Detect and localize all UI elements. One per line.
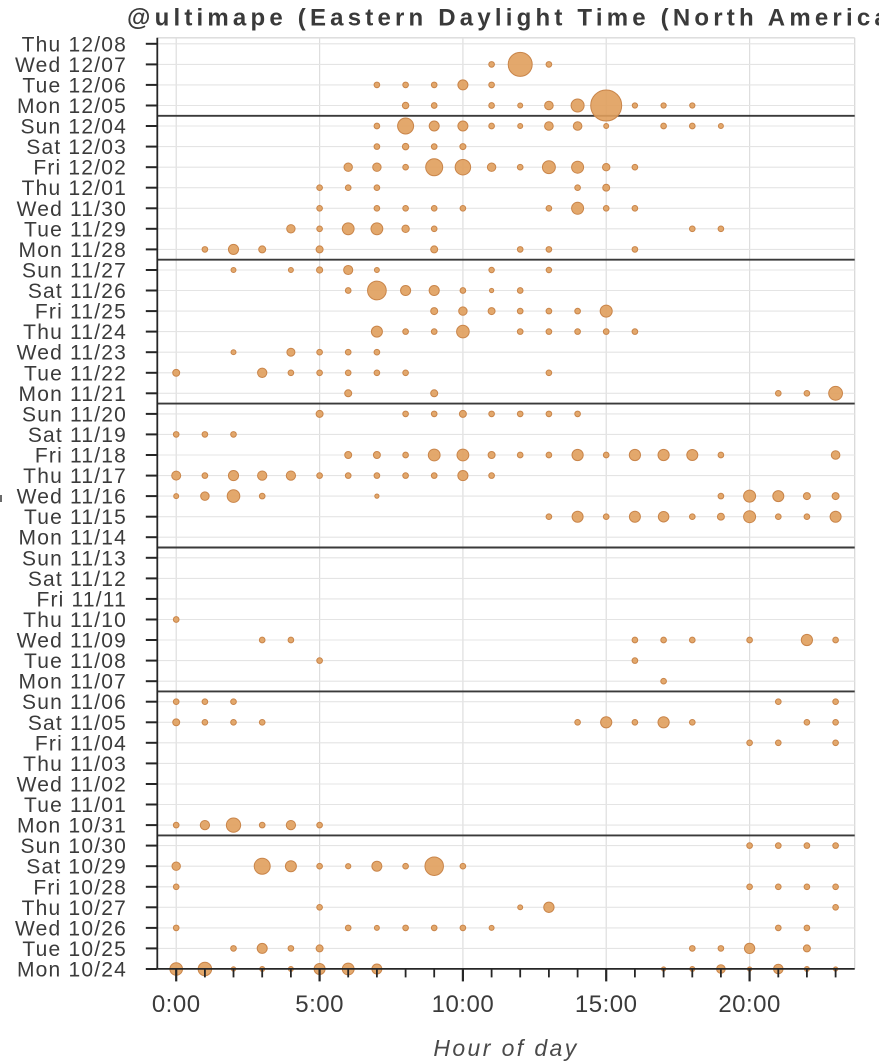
svg-text:Hour of day: Hour of day — [433, 1035, 578, 1061]
svg-text:Sat 11/26: Sat 11/26 — [28, 280, 127, 303]
svg-text:Thu 11/24: Thu 11/24 — [23, 321, 127, 344]
svg-text:5:00: 5:00 — [295, 991, 344, 1018]
svg-text:@ultimape (Eastern Daylight Ti: @ultimape (Eastern Daylight Time (North … — [127, 5, 879, 32]
svg-text:Sat 11/19: Sat 11/19 — [28, 424, 127, 447]
svg-text:Thu 12/08: Thu 12/08 — [22, 33, 127, 56]
svg-text:Wed 12/07: Wed 12/07 — [15, 54, 127, 77]
svg-text:Wed 11/02: Wed 11/02 — [17, 774, 127, 797]
svg-text:Wed 11/30: Wed 11/30 — [17, 198, 127, 221]
svg-text:Fri 11/25: Fri 11/25 — [35, 301, 127, 324]
svg-text:Mon 11/14: Mon 11/14 — [19, 527, 127, 550]
svg-text:Mon 12/05: Mon 12/05 — [17, 95, 127, 118]
svg-text:10:00: 10:00 — [432, 991, 495, 1018]
svg-text:Thu 11/17: Thu 11/17 — [23, 465, 127, 488]
svg-text:Fri 11/04: Fri 11/04 — [35, 732, 127, 755]
svg-text:Sun 10/30: Sun 10/30 — [20, 835, 127, 858]
svg-text:Sun 11/27: Sun 11/27 — [22, 260, 127, 283]
svg-text:15:00: 15:00 — [575, 991, 638, 1018]
svg-text:Sun 12/04: Sun 12/04 — [20, 116, 127, 139]
svg-text:Thu 10/27: Thu 10/27 — [22, 897, 127, 920]
svg-text:Fri 11/18: Fri 11/18 — [35, 445, 127, 468]
svg-text:Mon 11/28: Mon 11/28 — [19, 239, 127, 262]
svg-text:Thu 12/01: Thu 12/01 — [22, 177, 127, 200]
svg-text:Fri 11/11: Fri 11/11 — [36, 588, 127, 611]
svg-text:Tue 11/08: Tue 11/08 — [24, 650, 127, 673]
svg-text:Tue 10/25: Tue 10/25 — [22, 938, 127, 961]
svg-text:Wed 11/09: Wed 11/09 — [17, 630, 127, 653]
svg-text:Thu 11/10: Thu 11/10 — [23, 609, 127, 632]
svg-text:Mon 10/24: Mon 10/24 — [17, 959, 127, 982]
svg-text:Wed 11/16: Wed 11/16 — [17, 486, 127, 509]
svg-text:Sat 11/05: Sat 11/05 — [28, 712, 127, 735]
svg-text:0:00: 0:00 — [152, 991, 201, 1018]
svg-text:Wed 10/26: Wed 10/26 — [15, 917, 127, 940]
svg-text:Fri 10/28: Fri 10/28 — [33, 876, 127, 899]
svg-text:Sun 11/13: Sun 11/13 — [22, 547, 127, 570]
svg-text:Tue 11/01: Tue 11/01 — [24, 794, 127, 817]
svg-text:20:00: 20:00 — [718, 991, 781, 1018]
svg-text:Wed 11/23: Wed 11/23 — [17, 342, 127, 365]
svg-text:Sat 12/03: Sat 12/03 — [26, 136, 127, 159]
svg-text:Mon 11/21: Mon 11/21 — [19, 383, 127, 406]
svg-text:Tue 11/15: Tue 11/15 — [24, 506, 127, 529]
svg-text:Mon 10/31: Mon 10/31 — [17, 815, 127, 838]
svg-text:Tue 11/22: Tue 11/22 — [24, 362, 127, 385]
svg-text:Mon 11/07: Mon 11/07 — [19, 671, 127, 694]
svg-text:Fri 12/02: Fri 12/02 — [33, 157, 127, 180]
svg-text:Sat 11/12: Sat 11/12 — [28, 568, 127, 591]
svg-text:Thu 11/03: Thu 11/03 — [23, 753, 127, 776]
svg-text:Tue 12/06: Tue 12/06 — [22, 74, 127, 97]
svg-text:Sun 11/06: Sun 11/06 — [22, 691, 127, 714]
svg-text:Tue 11/29: Tue 11/29 — [24, 218, 127, 241]
svg-text:Sat 10/29: Sat 10/29 — [26, 856, 127, 879]
svg-text:Sun 11/20: Sun 11/20 — [22, 403, 127, 426]
